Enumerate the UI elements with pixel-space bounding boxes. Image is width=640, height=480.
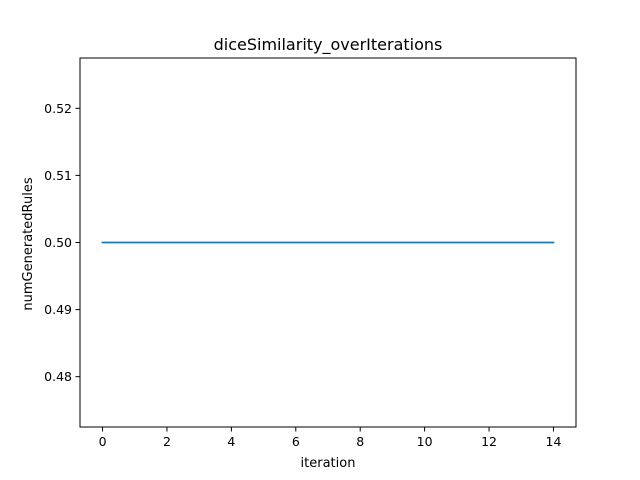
x-tick-label: 2 bbox=[163, 434, 171, 449]
x-tick-label: 8 bbox=[356, 434, 364, 449]
x-tick-label: 12 bbox=[481, 434, 497, 449]
x-axis-label: iteration bbox=[301, 456, 356, 471]
y-tick-label: 0.52 bbox=[44, 101, 72, 116]
y-axis-label: numGeneratedRules bbox=[21, 177, 36, 310]
x-tick-label: 0 bbox=[99, 434, 107, 449]
chart-title: diceSimilarity_overIterations bbox=[214, 35, 443, 55]
y-tick-label: 0.49 bbox=[44, 302, 72, 317]
x-tick-label: 14 bbox=[546, 434, 562, 449]
x-tick-label: 10 bbox=[417, 434, 433, 449]
y-tick-label: 0.48 bbox=[44, 369, 72, 384]
x-tick-label: 4 bbox=[227, 434, 235, 449]
y-tick-label: 0.50 bbox=[44, 235, 72, 250]
x-tick-label: 6 bbox=[292, 434, 300, 449]
y-tick-label: 0.51 bbox=[44, 168, 72, 183]
axes: 0 2 4 6 8 10 12 14 0.48 0.49 0.50 0.51 0.52 bbox=[44, 57, 577, 449]
